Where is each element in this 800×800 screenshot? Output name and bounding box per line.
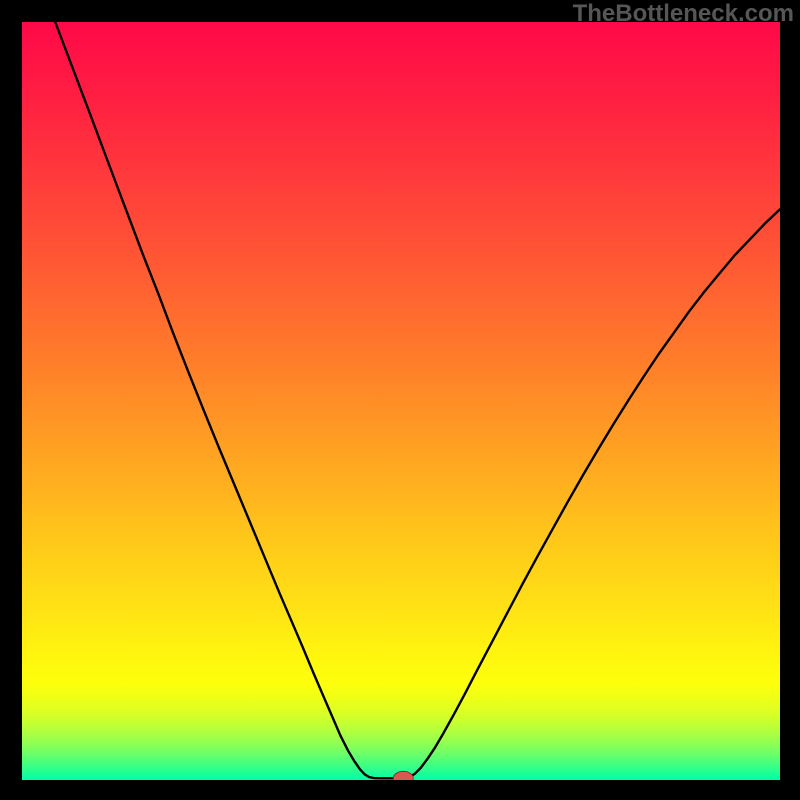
plot-background <box>22 22 780 780</box>
plot-area <box>22 22 780 780</box>
plot-svg <box>22 22 780 780</box>
chart-frame: TheBottleneck.com <box>0 0 800 800</box>
watermark-text: TheBottleneck.com <box>573 0 794 28</box>
